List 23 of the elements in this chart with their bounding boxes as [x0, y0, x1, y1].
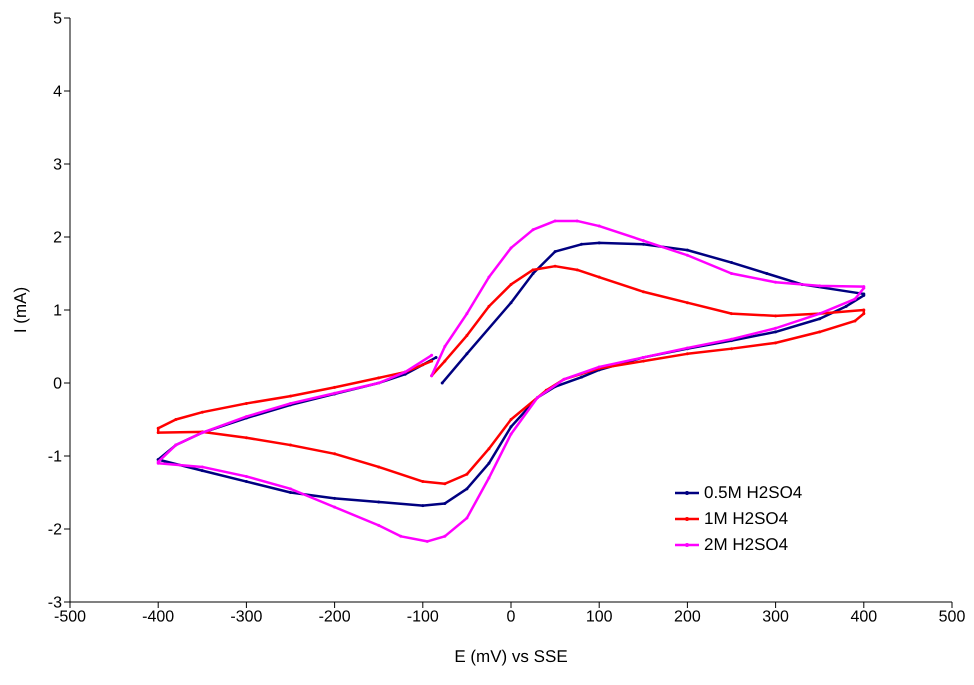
x-tick-label: 500 — [938, 608, 966, 626]
y-tick-label: 5 — [53, 10, 62, 28]
x-tick-label: -100 — [406, 608, 439, 626]
y-tick-label: -2 — [48, 522, 62, 539]
y-tick-label: 0 — [53, 376, 62, 393]
y-tick-label: -1 — [48, 448, 62, 466]
legend-label: 2M H2SO4 — [704, 535, 788, 555]
x-tick-label: 400 — [850, 608, 878, 626]
x-tick-label: -300 — [230, 608, 263, 626]
x-tick-label: -400 — [142, 608, 174, 626]
x-axis-title: E (mV) vs SSE — [454, 647, 568, 666]
legend-label: 0.5M H2SO4 — [704, 483, 802, 503]
y-tick-label: 4 — [53, 84, 62, 101]
y-tick-label: 3 — [53, 156, 62, 174]
x-tick-label: -200 — [318, 608, 351, 626]
y-tick-label: 1 — [53, 302, 62, 320]
y-axis-title: I (mA) — [11, 286, 30, 334]
x-tick-label: 100 — [586, 608, 613, 626]
x-tick-label: 0 — [506, 608, 516, 626]
x-tick-label: 200 — [674, 608, 701, 626]
legend-label: 1M H2SO4 — [704, 509, 788, 529]
y-tick-label: 2 — [53, 230, 62, 247]
x-tick-label: 300 — [762, 608, 790, 626]
